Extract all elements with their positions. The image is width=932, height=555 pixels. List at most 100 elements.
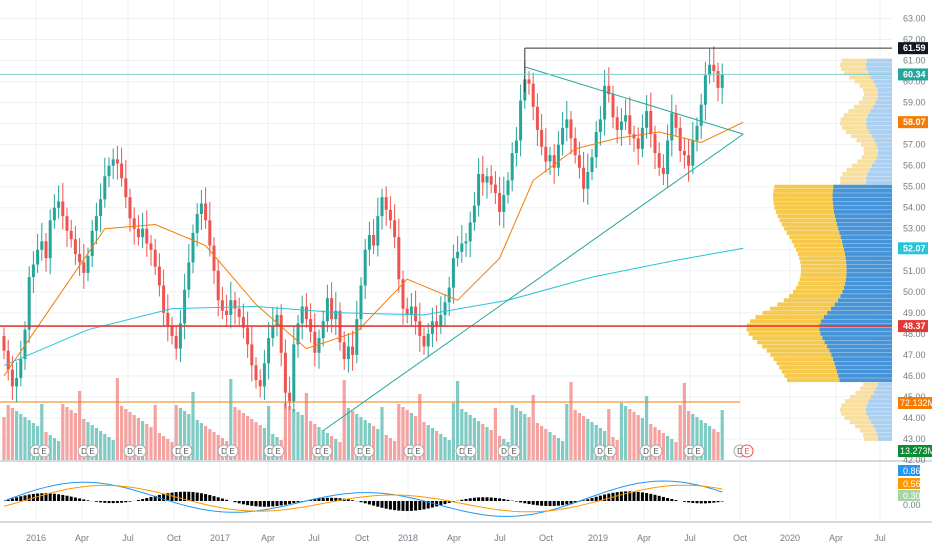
macd-histogram-bar bbox=[200, 493, 203, 501]
macd-histogram-bar bbox=[271, 501, 274, 506]
volume-bar bbox=[385, 435, 388, 460]
macd-histogram-bar bbox=[82, 499, 85, 501]
macd-histogram-bar bbox=[675, 500, 678, 501]
macd-histogram-bar bbox=[196, 493, 199, 501]
event-marker-label: D bbox=[597, 447, 603, 456]
candle-body bbox=[595, 132, 598, 157]
vp-up-bar bbox=[819, 328, 892, 332]
candle-body bbox=[423, 336, 426, 347]
macd-histogram-bar bbox=[700, 501, 703, 503]
candle-body bbox=[192, 233, 195, 262]
volume-bar bbox=[74, 413, 77, 460]
vp-down-bar bbox=[850, 420, 871, 424]
macd-histogram-bar bbox=[473, 498, 476, 501]
macd-histogram-bar bbox=[687, 501, 690, 502]
vp-down-bar bbox=[799, 256, 845, 260]
candle-body bbox=[284, 353, 287, 393]
vp-down-bar bbox=[801, 269, 847, 273]
vp-up-bar bbox=[867, 403, 892, 407]
macd-histogram-bar bbox=[624, 491, 627, 501]
candle-body bbox=[532, 84, 535, 107]
volume-bar bbox=[712, 429, 715, 460]
candle-body bbox=[418, 321, 421, 336]
x-tick-label: Jul bbox=[308, 533, 320, 543]
macd-histogram-bar bbox=[595, 497, 598, 501]
candle-body bbox=[511, 153, 514, 180]
vp-up-bar bbox=[827, 311, 892, 315]
event-marker-label: E bbox=[607, 447, 612, 456]
event-marker-label: D bbox=[127, 447, 133, 456]
macd-histogram-bar bbox=[708, 501, 711, 503]
macd-histogram-bar bbox=[469, 498, 472, 501]
candle-body bbox=[675, 113, 678, 128]
macd-histogram-bar bbox=[57, 494, 60, 501]
volume-bar bbox=[561, 441, 564, 460]
vp-up-bar bbox=[866, 63, 892, 67]
vp-up-bar bbox=[831, 307, 892, 311]
macd-histogram-bar bbox=[15, 497, 18, 501]
vp-up-bar bbox=[875, 160, 892, 164]
vp-down-bar bbox=[841, 59, 866, 63]
vp-up-bar bbox=[837, 370, 892, 374]
vp-up-bar bbox=[878, 147, 892, 151]
macd-histogram-bar bbox=[406, 501, 409, 511]
vp-up-bar bbox=[833, 193, 892, 197]
vp-up-bar bbox=[878, 92, 892, 96]
y-tick-label: 47.00 bbox=[903, 350, 926, 360]
macd-histogram-bar bbox=[318, 498, 321, 501]
macd-histogram-bar bbox=[565, 501, 568, 504]
event-marker-label: E bbox=[695, 447, 700, 456]
volume-bar bbox=[19, 414, 22, 460]
volume-bar bbox=[494, 408, 497, 460]
vp-up-bar bbox=[875, 101, 892, 105]
macd-histogram-bar bbox=[124, 501, 127, 502]
candle-body bbox=[612, 94, 615, 117]
x-tick-label: Oct bbox=[733, 533, 748, 543]
vp-down-bar bbox=[862, 155, 877, 159]
event-marker-label: E bbox=[323, 447, 328, 456]
macd-histogram-bar bbox=[414, 501, 417, 511]
vp-up-bar bbox=[833, 197, 892, 201]
volume-bar bbox=[532, 395, 535, 460]
candle-body bbox=[347, 346, 350, 359]
volume-bar bbox=[431, 428, 434, 460]
candle-body bbox=[53, 208, 56, 221]
vp-down-bar bbox=[787, 378, 840, 382]
candle-body bbox=[666, 140, 669, 174]
candle-body bbox=[66, 216, 69, 231]
volume-bar bbox=[670, 439, 673, 460]
candle-body bbox=[431, 321, 434, 334]
volume-bar bbox=[721, 410, 724, 460]
y-tick-label: 59.00 bbox=[903, 98, 926, 108]
macd-histogram-bar bbox=[645, 493, 648, 501]
vp-down-bar bbox=[773, 197, 832, 201]
candle-body bbox=[712, 65, 715, 71]
candle-body bbox=[183, 290, 186, 324]
volume-bar bbox=[166, 439, 169, 460]
macd-histogram-bar bbox=[544, 501, 547, 506]
candle-body bbox=[217, 271, 220, 300]
vp-up-bar bbox=[870, 109, 892, 113]
volume-bar bbox=[301, 415, 304, 460]
candle-body bbox=[574, 138, 577, 155]
volume-bar bbox=[716, 432, 719, 460]
vp-down-bar bbox=[773, 193, 832, 197]
macd-histogram-bar bbox=[490, 497, 493, 501]
vp-down-bar bbox=[860, 387, 876, 391]
volume-bar bbox=[196, 420, 199, 460]
x-tick-label: Oct bbox=[355, 533, 370, 543]
candle-body bbox=[292, 344, 295, 401]
vp-up-bar bbox=[869, 168, 892, 172]
volume-bar bbox=[296, 412, 299, 460]
vp-up-bar bbox=[866, 408, 892, 412]
candle-body bbox=[570, 119, 573, 138]
candle-body bbox=[519, 101, 522, 141]
x-tick-label: Apr bbox=[447, 533, 461, 543]
macd-histogram-bar bbox=[658, 496, 661, 501]
vp-down-bar bbox=[792, 239, 842, 243]
candle-body bbox=[477, 174, 480, 206]
macd-histogram-bar bbox=[717, 501, 720, 502]
candle-body bbox=[175, 336, 178, 349]
